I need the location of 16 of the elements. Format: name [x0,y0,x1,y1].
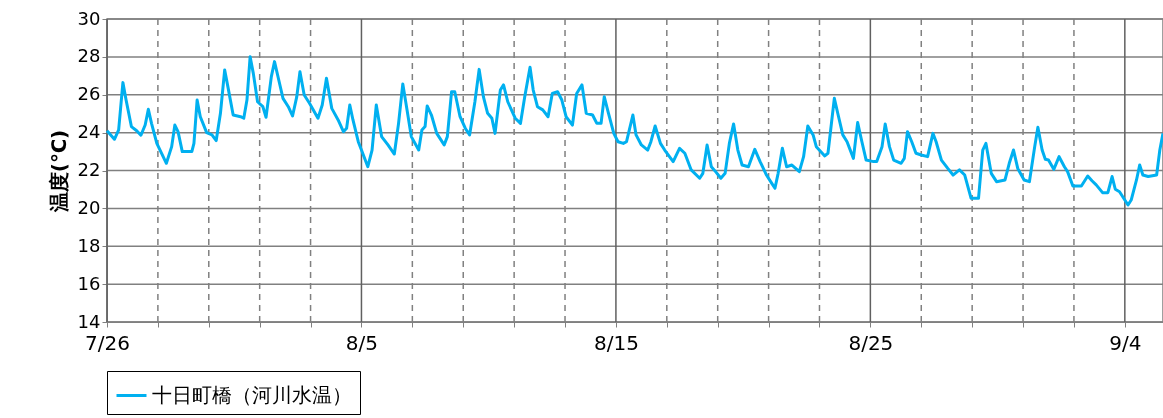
legend-label: 十日町橋（河川水温） [152,382,352,407]
y-tick-label: 28 [77,45,101,67]
x-tick-label: 8/15 [593,330,639,355]
x-tick-label: 9/4 [1109,330,1142,355]
x-tick-label: 8/25 [848,330,894,355]
x-tick-label: 8/5 [345,330,379,355]
y-tick-label: 20 [77,196,101,218]
y-tick-label: 16 [77,272,101,294]
y-tick-label: 22 [77,159,101,180]
y-tick-label: 18 [77,234,101,256]
y-tick-label: 30 [77,7,101,29]
y-tick-label: 14 [77,310,101,332]
y-tick-label: 26 [77,83,101,105]
y-tick-label: 24 [77,121,101,143]
x-tick-label: 7/26 [85,330,130,355]
y-axis-title: 温度(℃) [46,129,71,214]
